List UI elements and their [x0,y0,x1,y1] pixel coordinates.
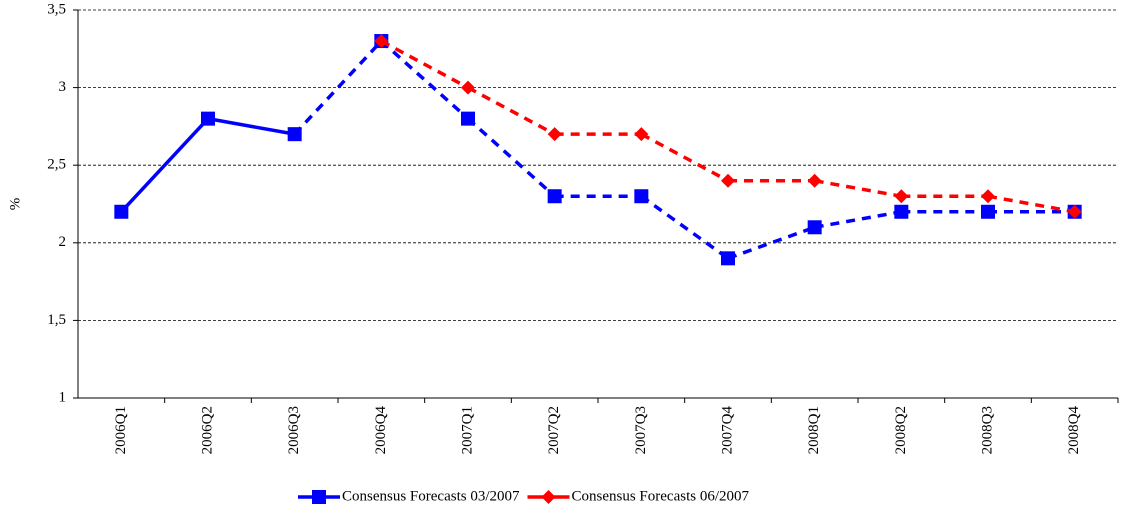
y-tick-label: 2 [59,234,67,250]
line-segment [814,210,902,230]
y-tick-label: 2,5 [47,157,66,173]
legend-marker [541,490,556,504]
point [201,111,215,126]
legend-label: Consensus Forecasts 03/2007 [342,488,520,504]
point [547,127,562,142]
line-segment [987,194,1075,214]
point [894,189,909,204]
y-tick-label: 3,5 [47,1,66,17]
line-segment [120,117,210,213]
point [634,189,649,204]
line-segment [466,117,556,198]
line-segment [640,194,730,260]
x-tick-label: 2006Q3 [286,406,302,454]
x-tick-label: 2007Q2 [546,406,562,454]
x-tick-label: 2008Q4 [1066,406,1082,455]
legend-marker [312,490,326,504]
line-segment [207,116,295,136]
point [981,189,995,204]
point [721,173,735,188]
x-tick-label: 2006Q1 [113,406,129,454]
point [807,220,822,235]
point [634,127,649,142]
x-tick-label: 2007Q4 [719,406,735,455]
point [807,173,822,188]
point [981,204,995,219]
y-axis-label: % [7,198,23,211]
x-tick-label: 2007Q1 [459,406,475,454]
point [461,80,475,95]
x-tick-label: 2006Q2 [199,406,215,454]
line-segment [380,39,470,120]
line-segment [467,86,556,136]
x-tick-label: 2008Q2 [893,406,909,454]
x-tick-label: 2008Q1 [806,406,822,454]
point [547,189,562,204]
point [374,34,389,49]
line-segment [814,178,902,198]
point [894,204,909,219]
y-tick-label: 1 [59,389,67,405]
x-tick-label: 2007Q3 [633,406,649,454]
point [287,127,302,142]
line-segment [293,39,383,136]
line-segment [380,39,469,90]
point [461,111,475,126]
y-tick-label: 1,5 [47,312,66,328]
y-tick-label: 3 [59,79,67,95]
x-tick-label: 2008Q3 [979,406,995,454]
point [721,251,735,266]
point [114,204,129,219]
point [1067,204,1082,219]
line-segment [640,132,729,183]
legend-label: Consensus Forecasts 06/2007 [572,488,750,504]
x-tick-label: 2006Q4 [373,406,389,455]
